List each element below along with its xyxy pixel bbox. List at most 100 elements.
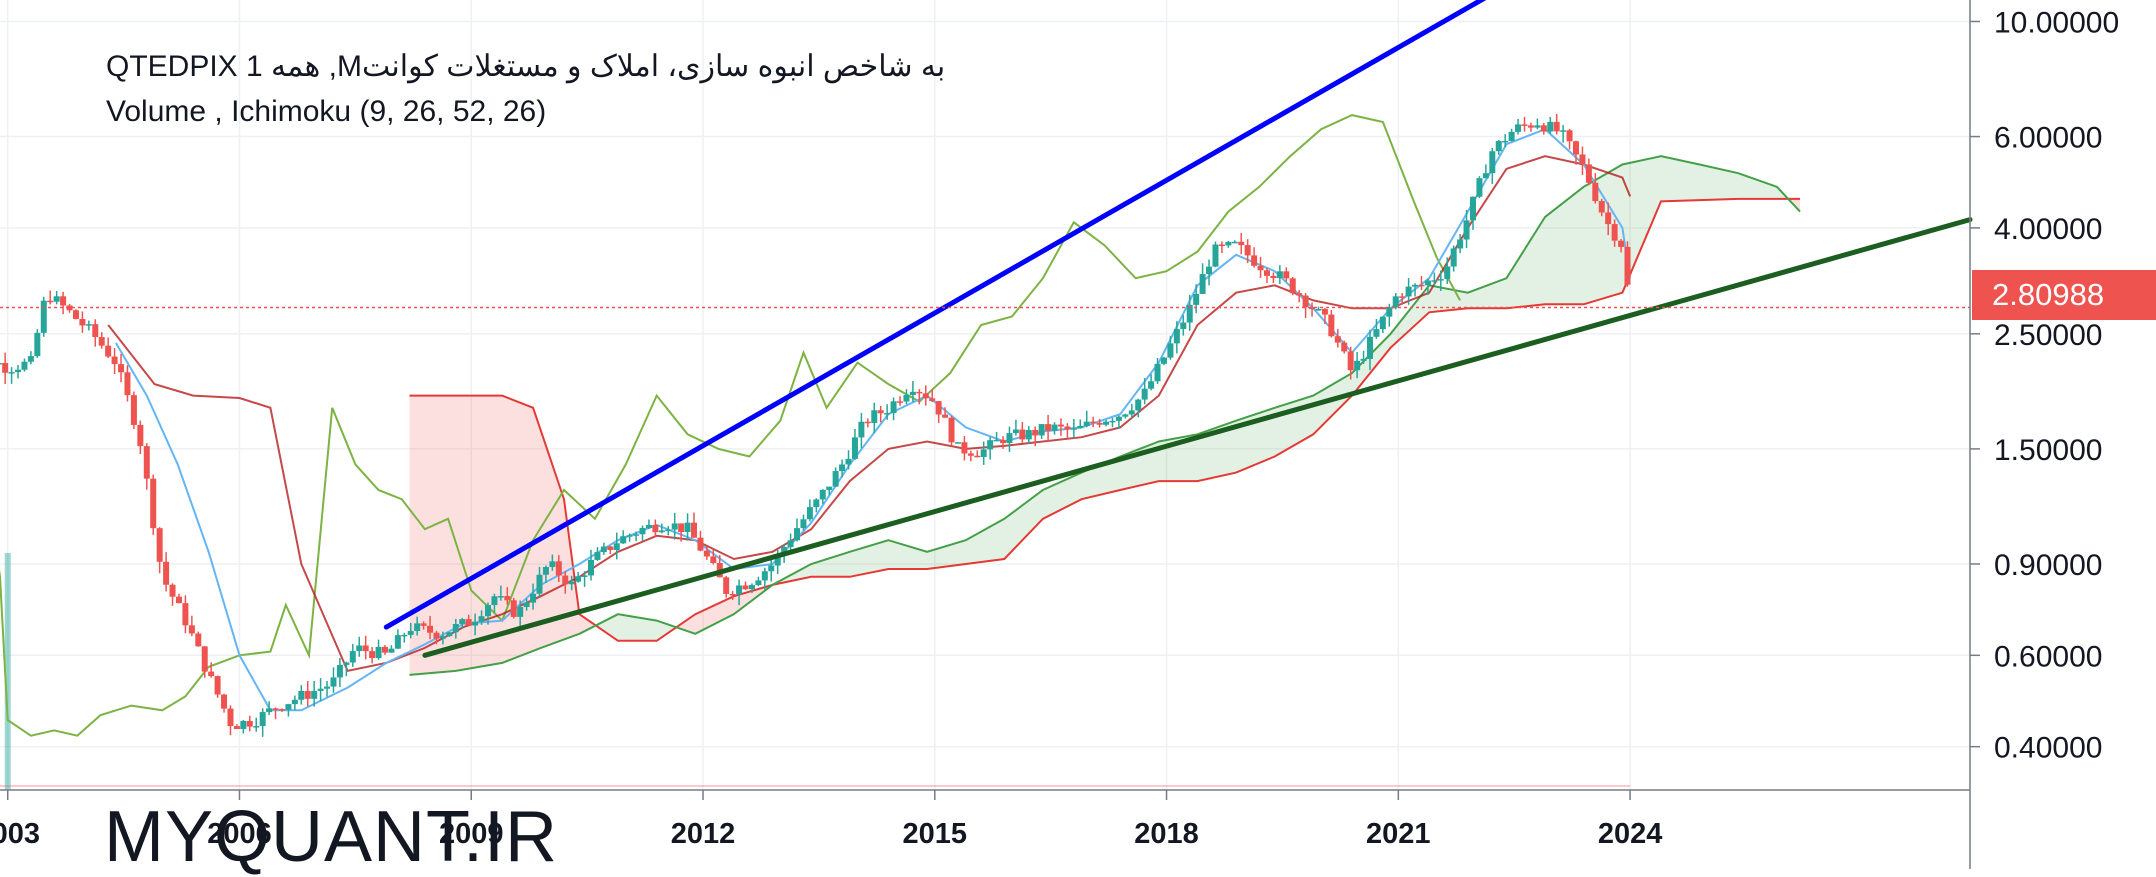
- candle-down: [201, 646, 208, 672]
- candle-up: [1366, 336, 1373, 359]
- candle-down: [1579, 154, 1586, 165]
- legend-indicators: Volume , Ichimoku (9, 26, 52, 26): [106, 95, 547, 128]
- candle-down: [98, 337, 105, 346]
- x-tick-label: 2006: [207, 818, 272, 850]
- candle-down: [420, 623, 427, 626]
- candle-up: [1412, 284, 1419, 287]
- y-tick-label: 2.50000: [1994, 319, 2102, 352]
- candle-down: [1334, 336, 1341, 343]
- candle-up: [1083, 421, 1090, 427]
- candle-up: [787, 540, 794, 548]
- candles: [0, 113, 1631, 737]
- candle-up: [21, 361, 28, 370]
- candle-up: [620, 536, 627, 544]
- candle-up: [1025, 429, 1032, 440]
- base-line: [107, 155, 1632, 673]
- x-tick-label: 2018: [1134, 818, 1199, 850]
- candle-down: [1540, 125, 1547, 132]
- candle-up: [839, 464, 846, 472]
- candle-down: [156, 528, 163, 562]
- candle-down: [130, 395, 137, 425]
- candle-up: [1186, 304, 1193, 323]
- candle-down: [1289, 278, 1296, 294]
- candle-down: [1553, 121, 1560, 132]
- candle-down: [1045, 424, 1052, 431]
- candle-up: [452, 623, 459, 633]
- candle-up: [1534, 125, 1541, 128]
- candle-down: [221, 694, 228, 709]
- candle-down: [922, 393, 929, 399]
- candle-down: [381, 646, 388, 653]
- candle-up: [34, 332, 41, 357]
- candle-up: [27, 356, 34, 362]
- candle-down: [1328, 314, 1335, 337]
- candle-up: [980, 449, 987, 457]
- candle-up: [774, 553, 781, 566]
- candle-up: [1508, 131, 1515, 141]
- candle-up: [291, 699, 298, 705]
- candle-up: [497, 596, 504, 598]
- candle-up: [1206, 266, 1213, 275]
- x-tick-label: 2009: [439, 818, 504, 850]
- candle-up: [1444, 266, 1451, 280]
- candle-down: [124, 372, 131, 396]
- candle-down: [175, 596, 182, 604]
- candle-up: [665, 529, 672, 532]
- candle-up: [845, 458, 852, 465]
- candle-up: [530, 593, 537, 603]
- candle-up: [1373, 329, 1380, 337]
- candle-up: [1547, 121, 1554, 132]
- candle-up: [1167, 343, 1174, 358]
- candle-up: [1457, 239, 1464, 249]
- candle-up: [394, 635, 401, 649]
- candle-up: [1193, 293, 1200, 305]
- candle-down: [433, 632, 440, 639]
- legend-symbol: QTEDPIX 1 همه ,Mبه شاخص انبوه سازی، املا…: [106, 50, 946, 83]
- candle-down: [427, 625, 434, 633]
- x-tick-label: 2003: [0, 818, 40, 850]
- candle-down: [72, 310, 79, 319]
- candle-down: [1624, 246, 1631, 285]
- candle-down: [942, 414, 949, 418]
- candle-down: [208, 671, 215, 677]
- trendlines: [0, 0, 1973, 658]
- candle-up: [484, 605, 491, 617]
- candle-down: [1527, 125, 1534, 128]
- candle-up: [324, 686, 331, 689]
- candle-down: [929, 398, 936, 402]
- candle-down: [1090, 421, 1097, 424]
- candle-up: [1225, 241, 1232, 246]
- candle-up: [446, 632, 453, 637]
- candle-up: [439, 636, 446, 639]
- candle-down: [1573, 141, 1579, 155]
- candle-down: [233, 726, 240, 730]
- candle-down: [1263, 270, 1270, 276]
- candle-up: [1231, 241, 1238, 244]
- candle-down: [304, 690, 311, 699]
- candle-up: [800, 519, 807, 529]
- candle-down: [1270, 275, 1277, 279]
- volume-bar: [4, 553, 11, 790]
- cloud-bullish: [776, 156, 1789, 585]
- candle-up: [581, 575, 588, 577]
- candle-up: [871, 410, 878, 423]
- candle-up: [1173, 329, 1180, 344]
- candle-up: [1109, 420, 1116, 423]
- candle-down: [1251, 255, 1258, 266]
- candle-up: [1437, 279, 1444, 281]
- candle-up: [1482, 173, 1489, 179]
- candle-up: [1386, 307, 1393, 317]
- candle-down: [195, 633, 202, 647]
- candle-down: [278, 709, 285, 711]
- candle-down: [967, 453, 974, 456]
- cloud-bearish: [409, 395, 599, 675]
- candle-up: [1424, 280, 1431, 286]
- candle-down: [465, 619, 472, 626]
- candle-up: [343, 662, 350, 665]
- candle-up: [491, 596, 498, 606]
- candle-up: [298, 690, 305, 700]
- candle-up: [1122, 414, 1129, 417]
- upper-trendline: [383, 0, 1487, 630]
